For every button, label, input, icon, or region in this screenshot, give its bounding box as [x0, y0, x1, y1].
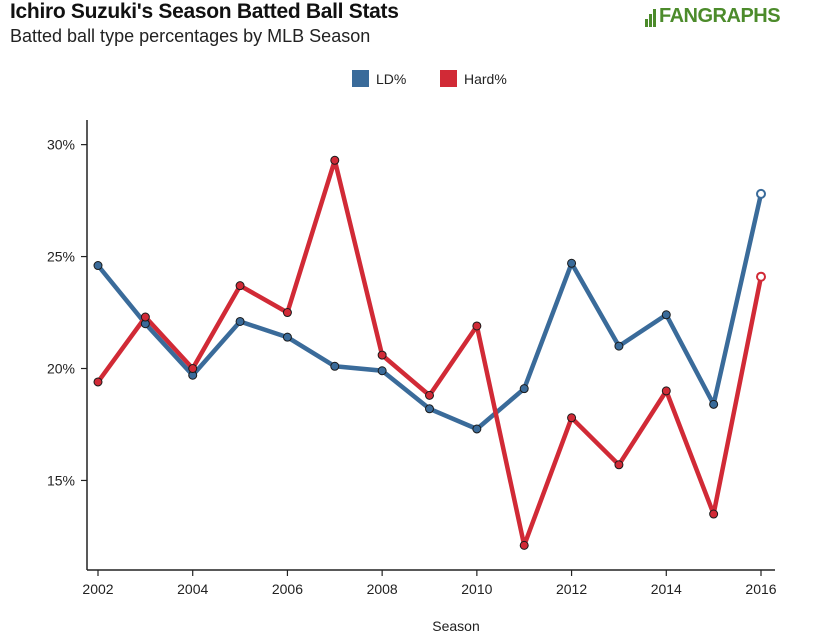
- series-lines: [95, 158, 764, 548]
- y-tick-label: 30%: [47, 137, 75, 153]
- series-points: [93, 155, 766, 550]
- logo-bars-icon: [645, 7, 657, 27]
- x-axis-title: Season: [432, 618, 479, 633]
- data-point: [377, 366, 387, 376]
- data-point: [140, 312, 150, 322]
- y-tick-label: 25%: [47, 249, 75, 265]
- data-point: [282, 308, 292, 318]
- logo-text: FANGRAPHS: [659, 5, 781, 27]
- x-tick-label: 2008: [367, 581, 398, 597]
- chart-subtitle: Batted ball type percentages by MLB Seas…: [10, 26, 371, 46]
- x-tick-label: 2016: [745, 581, 776, 597]
- data-point: [519, 540, 529, 550]
- data-point: [472, 424, 482, 434]
- data-point: [756, 271, 766, 282]
- data-point: [330, 155, 340, 165]
- fangraphs-logo[interactable]: FANGRAPHS: [645, 5, 781, 28]
- x-tick-label: 2002: [82, 581, 113, 597]
- data-point: [188, 364, 198, 374]
- series-line: [95, 158, 764, 548]
- x-tick-label: 2004: [177, 581, 208, 597]
- legend-label: LD%: [376, 71, 406, 87]
- chart-title: Ichiro Suzuki's Season Batted Ball Stats: [10, 0, 399, 23]
- data-point: [472, 321, 482, 331]
- data-point: [567, 413, 577, 423]
- legend-label: Hard%: [464, 71, 507, 87]
- data-point: [709, 509, 719, 519]
- legend-swatch: [352, 70, 369, 87]
- data-point: [282, 332, 292, 342]
- data-point: [377, 350, 387, 360]
- legend-swatch: [440, 70, 457, 87]
- y-tick-label: 20%: [47, 361, 75, 377]
- x-tick-label: 2014: [651, 581, 682, 597]
- axes: 15% 20% 25% 30% 2002 2004 2006 2008 2010 2012 2014…: [47, 120, 777, 633]
- data-point: [756, 188, 766, 199]
- x-tick-label: 2006: [272, 581, 303, 597]
- data-point: [519, 384, 529, 394]
- data-point: [93, 377, 103, 387]
- y-tick-label: 15%: [47, 472, 75, 488]
- x-tick-label: 2010: [461, 581, 492, 597]
- data-point: [614, 341, 624, 351]
- x-tick-label: 2012: [556, 581, 587, 597]
- data-point: [661, 310, 671, 320]
- data-point: [235, 281, 245, 291]
- data-point: [330, 361, 340, 371]
- data-point: [93, 261, 103, 271]
- data-point: [614, 460, 624, 470]
- data-point: [709, 399, 719, 409]
- data-point: [661, 386, 671, 396]
- data-point: [425, 390, 434, 400]
- data-point: [425, 404, 434, 414]
- data-point: [567, 258, 577, 268]
- legend: LD% Hard%: [352, 70, 507, 87]
- data-point: [235, 316, 245, 326]
